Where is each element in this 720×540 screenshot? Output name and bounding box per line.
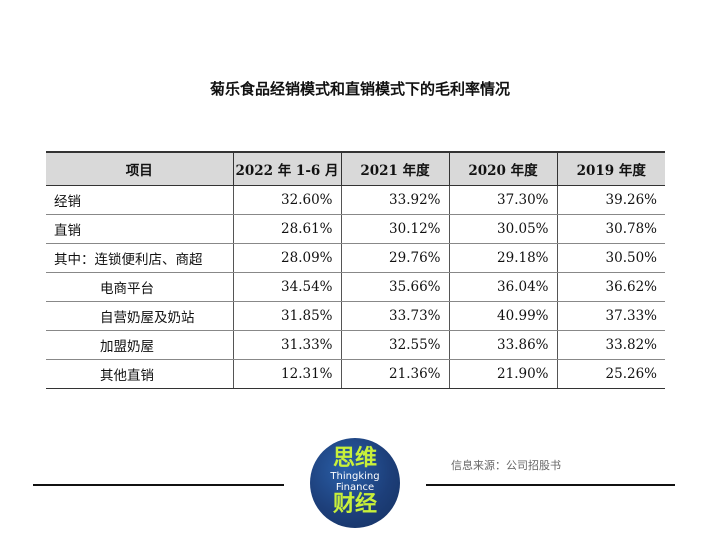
table-cell: 40.99%	[448, 301, 558, 331]
column-header: 2021 年度	[340, 151, 450, 186]
table-cell: 28.09%	[232, 243, 342, 273]
table-cell: 33.82%	[556, 330, 665, 360]
gross-margin-table: 项目 2022 年 1-6 月 2021 年度 2020 年度 2019 年度 …	[46, 151, 665, 389]
row-label: 加盟奶屋	[46, 330, 234, 360]
table-row: 自营奶屋及奶站 31.85% 33.73% 40.99% 37.33%	[46, 301, 665, 331]
table-row: 经销 32.60% 33.92% 37.30% 39.26%	[46, 185, 665, 215]
table-cell: 25.26%	[556, 359, 665, 389]
table-cell: 37.33%	[556, 301, 665, 331]
logo-text-en: Finance	[335, 482, 375, 493]
table-cell: 28.61%	[232, 214, 342, 244]
row-label: 直销	[46, 214, 234, 244]
table-cell: 31.33%	[232, 330, 342, 360]
table-title: 菊乐食品经销模式和直销模式下的毛利率情况	[209, 80, 510, 98]
column-header: 项目	[46, 151, 234, 186]
table-cell: 31.85%	[232, 301, 342, 331]
table-cell: 33.86%	[448, 330, 558, 360]
table-row: 其中：连锁便利店、商超 28.09% 29.76% 29.18% 30.50%	[46, 243, 665, 273]
table-row: 直销 28.61% 30.12% 30.05% 30.78%	[46, 214, 665, 244]
column-header: 2022 年 1-6 月	[232, 151, 342, 186]
table-cell: 21.36%	[340, 359, 450, 389]
table-cell: 30.12%	[340, 214, 450, 244]
table-cell: 32.60%	[232, 185, 342, 215]
table-cell: 21.90%	[448, 359, 558, 389]
row-label: 其他直销	[46, 359, 234, 389]
table-cell: 30.05%	[448, 214, 558, 244]
row-label: 经销	[46, 185, 234, 215]
logo-text-top: 思维	[332, 446, 377, 471]
table-row: 加盟奶屋 31.33% 32.55% 33.86% 33.82%	[46, 330, 665, 360]
brand-logo: 思维 Thingking Finance 财经	[310, 438, 400, 528]
table-cell: 29.76%	[340, 243, 450, 273]
logo-text-bottom: 财经	[332, 492, 377, 517]
table-header-row: 项目 2022 年 1-6 月 2021 年度 2020 年度 2019 年度	[46, 151, 665, 186]
table-cell: 33.92%	[340, 185, 450, 215]
table-cell: 30.78%	[556, 214, 665, 244]
table-cell: 33.73%	[340, 301, 450, 331]
table-row: 其他直销 12.31% 21.36% 21.90% 25.26%	[46, 359, 665, 389]
row-label: 电商平台	[46, 272, 234, 302]
table-cell: 12.31%	[232, 359, 342, 389]
table-cell: 39.26%	[556, 185, 665, 215]
table-cell: 30.50%	[556, 243, 665, 273]
table-cell: 36.62%	[556, 272, 665, 302]
row-label: 自营奶屋及奶站	[46, 301, 234, 331]
table-cell: 34.54%	[232, 272, 342, 302]
table-cell: 32.55%	[340, 330, 450, 360]
column-header: 2020 年度	[448, 151, 558, 186]
footer-divider-right	[426, 484, 675, 486]
footer-divider-left	[33, 484, 284, 486]
logo-text-en: Thingking	[330, 471, 380, 482]
table-cell: 35.66%	[340, 272, 450, 302]
table-cell: 37.30%	[448, 185, 558, 215]
column-header: 2019 年度	[556, 151, 665, 186]
row-label: 其中：连锁便利店、商超	[46, 243, 234, 273]
table-cell: 36.04%	[448, 272, 558, 302]
source-note: 信息来源：公司招股书	[451, 459, 561, 472]
table-row: 电商平台 34.54% 35.66% 36.04% 36.62%	[46, 272, 665, 302]
table-cell: 29.18%	[448, 243, 558, 273]
